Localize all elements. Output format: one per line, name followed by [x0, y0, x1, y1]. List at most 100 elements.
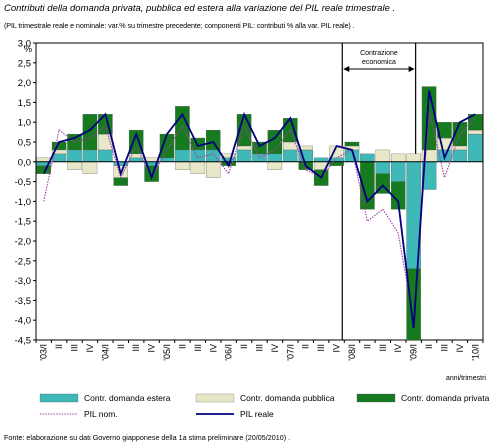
bar-segment	[190, 161, 206, 174]
bar-segment	[390, 181, 406, 210]
x-tick-label: II	[362, 344, 372, 349]
legend-swatch	[356, 393, 396, 403]
x-tick-label: IV	[208, 344, 218, 353]
bar-segment	[252, 141, 267, 155]
bar-segment	[390, 153, 406, 162]
chart-title: Contributi della domanda privata, pubbli…	[4, 3, 396, 14]
bar-segment	[236, 149, 252, 162]
bar-segment	[406, 268, 421, 341]
bar-segment	[283, 149, 298, 162]
y-tick-label: -4,0	[15, 316, 31, 327]
x-tick-label: II	[54, 344, 64, 349]
annotation-bg	[353, 48, 404, 66]
bar-segment	[175, 149, 190, 162]
bar-segment	[175, 161, 190, 170]
y-tick-label: -2,0	[15, 237, 31, 248]
bar-segment	[452, 149, 468, 162]
x-axis-label: anni/trimestri	[446, 375, 487, 382]
bar-segment	[390, 161, 406, 182]
bar-segment	[406, 153, 421, 162]
legend-swatch	[39, 393, 79, 403]
bar-segment	[468, 129, 483, 135]
bar-segment	[375, 161, 391, 174]
x-tick-label: III	[378, 344, 388, 352]
legend-swatch	[195, 393, 235, 403]
x-tick-label: '07/I	[285, 344, 295, 361]
y-tick-label: -4,5	[15, 336, 31, 347]
series-line	[42, 90, 476, 329]
bar-segment	[190, 149, 206, 162]
legend: Contr. domanda estera Contr. domanda pubb…	[39, 393, 490, 419]
y-tick-label: -2,5	[15, 256, 31, 267]
bar-segment	[375, 149, 391, 162]
x-tick-label: II	[239, 344, 249, 349]
y-axis-unit: %	[24, 44, 32, 54]
y-tick-label: 2,5	[18, 58, 31, 69]
x-tick-label: IV	[455, 344, 465, 353]
arrow-right-head	[408, 66, 415, 72]
x-tick-label: IV	[147, 344, 157, 353]
bar-segment	[283, 118, 298, 143]
x-tick-label: '05/I	[162, 344, 172, 361]
x-tick-label: II	[177, 344, 187, 349]
chart-subtitle: (PIL trimestrale reale e nominale: var.%…	[4, 21, 355, 30]
x-tick-label: III	[255, 344, 265, 352]
bar-segment	[36, 157, 51, 162]
bar-segment	[313, 157, 329, 162]
legend-label: PIL reale	[240, 409, 274, 419]
bar-segment	[468, 114, 483, 131]
bar-segment	[82, 149, 98, 162]
bar-segment	[67, 161, 82, 170]
bar-segment	[344, 141, 360, 147]
bar-segment	[206, 129, 221, 151]
x-tick-label: III	[193, 344, 203, 352]
y-tick-label: -1,5	[15, 217, 31, 228]
y-tick-label: -1,0	[15, 197, 31, 208]
x-tick-label: III	[131, 344, 141, 352]
x-tick-label: '06/I	[224, 344, 234, 361]
bar-segment	[468, 133, 483, 162]
annotation-line-2: economica	[362, 59, 396, 66]
bar-segment	[98, 149, 113, 162]
x-tick-label: III	[70, 344, 80, 352]
x-tick-label: IV	[270, 344, 280, 353]
y-tick-label: 0,5	[18, 138, 31, 149]
bar-segment	[206, 161, 221, 178]
x-tick-label: II	[116, 344, 126, 349]
bar-segment	[267, 161, 283, 170]
legend-label: Contr. domanda pubblica	[240, 393, 335, 403]
y-tick-label: -3,5	[15, 296, 31, 307]
legend-label: Contr. domanda estera	[84, 393, 171, 403]
x-tick-label: '09/I	[409, 344, 419, 361]
x-tick-label: '10/I	[470, 344, 480, 361]
bar-segment	[267, 153, 283, 162]
x-tick-label: '08/I	[347, 344, 357, 361]
y-tick-label: 2,0	[18, 78, 31, 89]
y-tick-label: -3,0	[15, 276, 31, 287]
bar-segment	[51, 153, 67, 162]
plot-area: %3,0 2,5 2,0 1,5 1,0 0,5 0,0 -0,5 -1,0 -1,5 -2,0 -2…	[15, 39, 487, 383]
source-note: Fonte: elaborazione su dati Governo giap…	[4, 433, 291, 442]
x-tick-label: IV	[85, 344, 95, 353]
bar-segment	[128, 157, 144, 162]
bar-segment	[82, 161, 98, 174]
x-tick-label: III	[316, 344, 326, 352]
y-tick-label: 0,0	[18, 157, 31, 168]
y-tick-label: 1,5	[18, 98, 31, 109]
x-tick-label: '03/I	[39, 344, 49, 361]
bar-segment	[236, 145, 252, 151]
legend-label: Contr. domanda privata	[401, 393, 490, 403]
y-tick-label: -0,5	[15, 177, 31, 188]
x-tick-label: IV	[332, 344, 342, 353]
bar-segment	[360, 153, 375, 162]
annotation-line-1: Contrazione	[360, 50, 398, 57]
legend-label: PIL nom.	[84, 409, 118, 419]
bar-segment	[128, 129, 144, 155]
chart-canvas: %3,0 2,5 2,0 1,5 1,0 0,5 0,0 -0,5 -1,0 -1,5 -2,0 -2…	[15, 39, 490, 420]
y-tick-label: 3,0	[18, 39, 31, 50]
arrow-left-head	[343, 66, 350, 72]
x-tick-label: IV	[393, 344, 403, 353]
x-tick-label: II	[301, 344, 311, 349]
bar-segment	[298, 145, 313, 151]
x-tick-label: '04/I	[100, 344, 110, 361]
